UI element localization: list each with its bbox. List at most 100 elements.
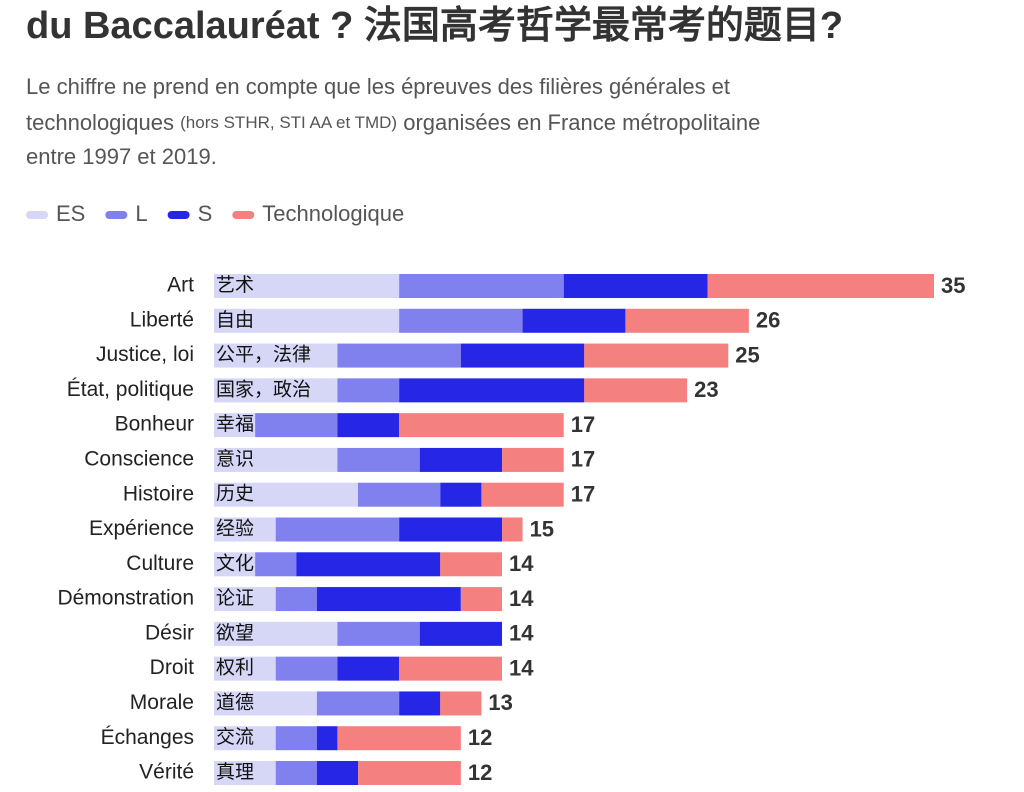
bar-segment	[358, 482, 441, 507]
total-label: 17	[571, 482, 595, 507]
category-label: Expérience	[89, 517, 194, 540]
subtitle: entre 1997 et 2019.	[26, 144, 217, 169]
total-label: 14	[509, 586, 534, 611]
bar-segment	[316, 587, 461, 612]
category-label-zh: 意识	[216, 448, 254, 470]
legend-label: Technologique	[262, 201, 404, 226]
bar-segment	[399, 378, 585, 403]
category-label-zh: 经验	[216, 518, 254, 540]
category-label: Liberté	[130, 308, 194, 331]
category-label: Échanges	[101, 726, 194, 749]
subtitle-part: technologiques	[26, 110, 174, 135]
total-label: 12	[468, 725, 492, 750]
total-label: 12	[468, 760, 492, 785]
bar-segment	[316, 761, 358, 785]
legend-label: S	[198, 201, 213, 226]
bar-segment	[214, 621, 338, 646]
bar-segment	[399, 691, 441, 716]
category-label: Morale	[130, 691, 194, 714]
category-label-zh: 艺术	[216, 274, 254, 296]
bar-segment	[337, 447, 420, 472]
bar-segment	[522, 308, 626, 333]
bar-segment	[440, 482, 482, 507]
bar-segment	[214, 343, 338, 368]
bar-segment	[275, 587, 317, 612]
bar-segment	[255, 552, 297, 577]
bar-segment	[584, 378, 688, 403]
total-label: 25	[735, 342, 759, 367]
category-label: Histoire	[123, 482, 194, 505]
category-label: Démonstration	[57, 587, 194, 610]
bar-segment	[399, 274, 564, 298]
bar-segment	[316, 726, 338, 751]
category-label-zh: 道德	[216, 691, 254, 713]
bar-segment	[337, 656, 400, 681]
bar-segment	[214, 761, 276, 785]
bar-segment	[337, 343, 461, 368]
bar-segment	[214, 482, 358, 507]
category-label: État, politique	[67, 378, 194, 401]
bar-segment	[460, 587, 502, 612]
legend-swatch	[105, 211, 128, 219]
bar-segment	[214, 587, 276, 612]
bar-segment	[399, 413, 564, 438]
bar-segment	[275, 726, 317, 751]
bar-segment	[419, 621, 502, 646]
bar-segment	[337, 378, 400, 403]
bar-segment	[214, 413, 256, 438]
legend-label: ES	[56, 201, 85, 226]
category-label-zh: 国家，政治	[216, 378, 311, 400]
legend-swatch	[232, 211, 255, 219]
chart-title: du Baccalauréat ? 法国高考哲学最常考的题目?	[26, 4, 843, 47]
category-label-zh: 幸福	[216, 413, 254, 435]
bar-segment	[316, 691, 400, 716]
category-label-zh: 权利	[216, 657, 254, 679]
category-label-zh: 真理	[216, 761, 254, 783]
category-label-zh: 交流	[216, 726, 254, 748]
bar-segment	[214, 517, 276, 542]
total-label: 17	[571, 412, 595, 437]
bar-segment	[440, 552, 502, 577]
category-label-zh: 公平，法律	[216, 344, 311, 366]
bar-segment	[460, 343, 585, 368]
bar-segment	[214, 726, 276, 751]
category-label-zh: 自由	[216, 309, 254, 331]
bar-segment	[337, 413, 400, 438]
total-label: 14	[509, 621, 534, 646]
category-label: Art	[167, 274, 194, 297]
category-label: Culture	[126, 552, 194, 575]
bar-segment	[399, 308, 523, 333]
bar-segment	[440, 691, 482, 716]
bar-segment	[584, 343, 729, 368]
category-label-zh: 论证	[216, 587, 254, 609]
subtitle-part: (hors STHR, STI AA et TMD)	[180, 113, 397, 132]
category-label-zh: 历史	[216, 483, 254, 505]
bar-segment	[502, 517, 523, 542]
bar-segment	[399, 517, 502, 542]
bar-segment	[275, 761, 317, 785]
bar-segment	[481, 482, 564, 507]
bar-segment	[214, 378, 338, 403]
bar-segment	[337, 621, 420, 646]
category-label: Vérité	[139, 761, 194, 784]
subtitle-part: organisées en France métropolitaine	[403, 110, 760, 135]
total-label: 35	[941, 273, 965, 298]
bar-segment	[419, 447, 502, 472]
bar-segment	[214, 274, 400, 298]
total-label: 17	[571, 447, 595, 472]
total-label: 26	[756, 308, 780, 333]
category-label: Bonheur	[115, 413, 194, 436]
bar-segment	[275, 656, 338, 681]
category-label: Conscience	[84, 447, 194, 470]
bar-segment	[214, 308, 400, 333]
legend-swatch	[26, 211, 48, 219]
bar-segment	[214, 552, 256, 577]
bar-segment	[214, 691, 317, 716]
total-label: 15	[530, 516, 554, 541]
category-label: Droit	[150, 656, 195, 679]
total-label: 13	[488, 690, 512, 715]
bar-segment	[707, 274, 934, 298]
category-label-zh: 欲望	[216, 622, 254, 644]
bar-segment	[502, 447, 564, 472]
total-label: 23	[694, 377, 718, 402]
